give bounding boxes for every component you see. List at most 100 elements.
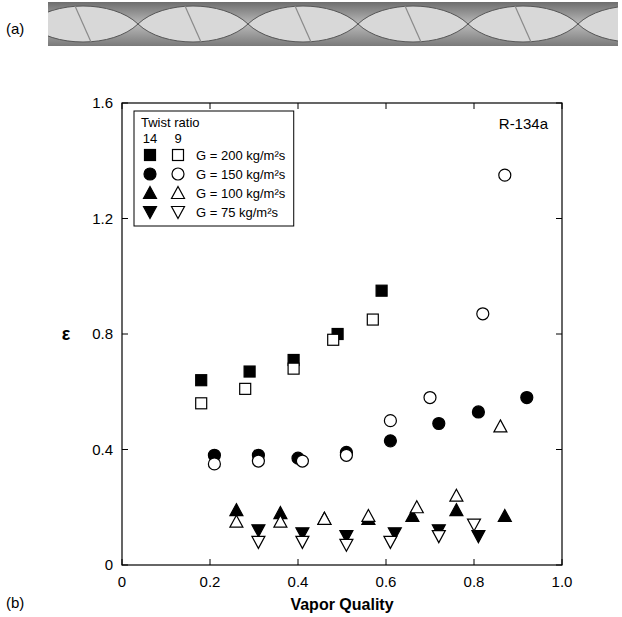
point [230,504,243,516]
point [472,406,484,418]
x-axis-title: Vapor Quality [290,596,393,613]
annotation: R-134a [499,115,549,132]
figure: (a) 0 0.2 0.4 0.6 0.8 1.0 0 0.4 0.8 1.2 1.6 Vapor Qu… [0,0,622,617]
point [240,383,251,394]
point [384,415,396,427]
panel-label: (b) [6,594,24,611]
legend-marker [173,150,184,161]
point [340,449,352,461]
point [252,525,265,537]
point [230,515,243,527]
point [196,398,207,409]
twisted-tape [578,6,618,42]
tape-edge [515,6,531,42]
x-tick [122,103,123,109]
point [472,531,485,543]
legend-marker [172,168,184,180]
point [244,366,255,377]
twisted-tape [248,6,358,42]
y-tick [556,103,562,104]
legend-marker [172,207,185,219]
x-tick-label: 0.6 [376,573,397,590]
tape-edge [295,6,311,42]
y-tick-label: 0 [105,556,113,573]
legend-marker [144,207,157,219]
legend-marker [145,150,156,161]
legend-label: G = 100 kg/m²s [196,186,286,201]
y-axis-title: ε [62,324,71,344]
x-tick [298,103,299,109]
y-tick [122,103,128,104]
point [499,169,511,181]
x-tick [474,559,475,565]
tape-edge [185,6,201,42]
point [208,458,220,470]
point [410,501,423,513]
y-tick-label: 1.2 [92,210,113,227]
y-tick [122,565,128,566]
point [384,435,396,447]
x-tick [298,559,299,565]
panel-label: (a) [6,20,24,37]
point [384,536,397,548]
x-tick [562,559,563,565]
point [318,512,331,524]
x-tick [210,103,211,109]
data-points [196,169,533,551]
point [274,515,287,527]
point [252,536,265,548]
x-tick [562,103,563,109]
point [288,363,299,374]
point [340,539,353,551]
x-tick [210,559,211,565]
point [494,420,507,432]
point [362,509,375,521]
y-tick-label: 0.8 [92,325,113,342]
point [328,334,339,345]
legend-label: G = 200 kg/m²s [196,148,286,163]
x-tick [386,559,387,565]
y-tick-label: 1.6 [92,94,113,111]
point [196,375,207,386]
point [450,504,463,516]
x-tick-label: 0 [118,573,126,590]
legend-label: G = 150 kg/m²s [196,167,286,182]
twisted-tape [358,6,468,42]
point [376,285,387,296]
x-tick-label: 0.4 [288,573,309,590]
point [432,531,445,543]
legend-marker [172,187,185,199]
x-tick-label: 0.2 [200,573,221,590]
y-tick [556,218,562,219]
legend-marker [144,168,156,180]
x-tick [474,103,475,109]
legend-column-head: 14 [143,131,157,146]
x-tick-label: 1.0 [552,573,573,590]
point [477,308,489,320]
tape-edge [75,6,91,42]
legend-label: G = 75 kg/m²s [196,205,278,220]
point [367,314,378,325]
y-tick [122,218,128,219]
point [318,512,331,524]
y-tick [122,334,128,335]
x-tick-label: 0.8 [464,573,485,590]
twisted-tape [48,6,138,42]
plot-frame [122,103,562,565]
legend: Twist ratio14 9 G = 200 kg/m²s G = 150 kg/m… [134,111,294,226]
y-tick [556,449,562,450]
legend-title: Twist ratio [141,115,200,130]
point [433,418,445,430]
point [468,519,481,531]
point [450,489,463,501]
point [424,392,436,404]
point [498,509,511,521]
legend-column-head: 9 [174,131,181,146]
y-tick [556,565,562,566]
tape-edge [405,6,421,42]
y-tick [122,449,128,450]
x-tick [122,559,123,565]
legend-box [134,111,294,226]
y-tick-label: 0.4 [92,441,113,458]
point [296,455,308,467]
